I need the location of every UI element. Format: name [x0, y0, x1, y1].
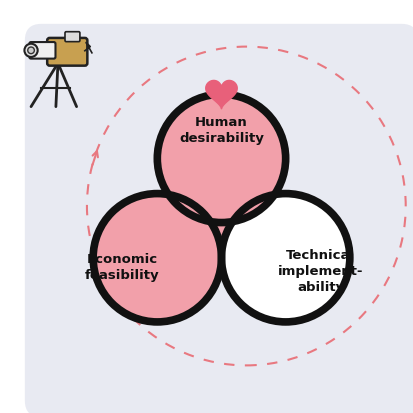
Circle shape — [93, 194, 221, 322]
Text: Technical
implement-
ability: Technical implement- ability — [278, 248, 363, 293]
FancyBboxPatch shape — [29, 43, 55, 59]
Polygon shape — [93, 95, 285, 322]
Circle shape — [24, 45, 38, 58]
Polygon shape — [205, 81, 237, 109]
FancyBboxPatch shape — [47, 39, 87, 66]
Circle shape — [157, 95, 285, 223]
FancyBboxPatch shape — [65, 33, 80, 43]
Text: Human
desirability: Human desirability — [178, 116, 263, 145]
Circle shape — [28, 48, 34, 55]
Circle shape — [221, 194, 349, 322]
FancyBboxPatch shape — [25, 25, 413, 413]
Text: Economic
feasibility: Economic feasibility — [85, 252, 159, 281]
